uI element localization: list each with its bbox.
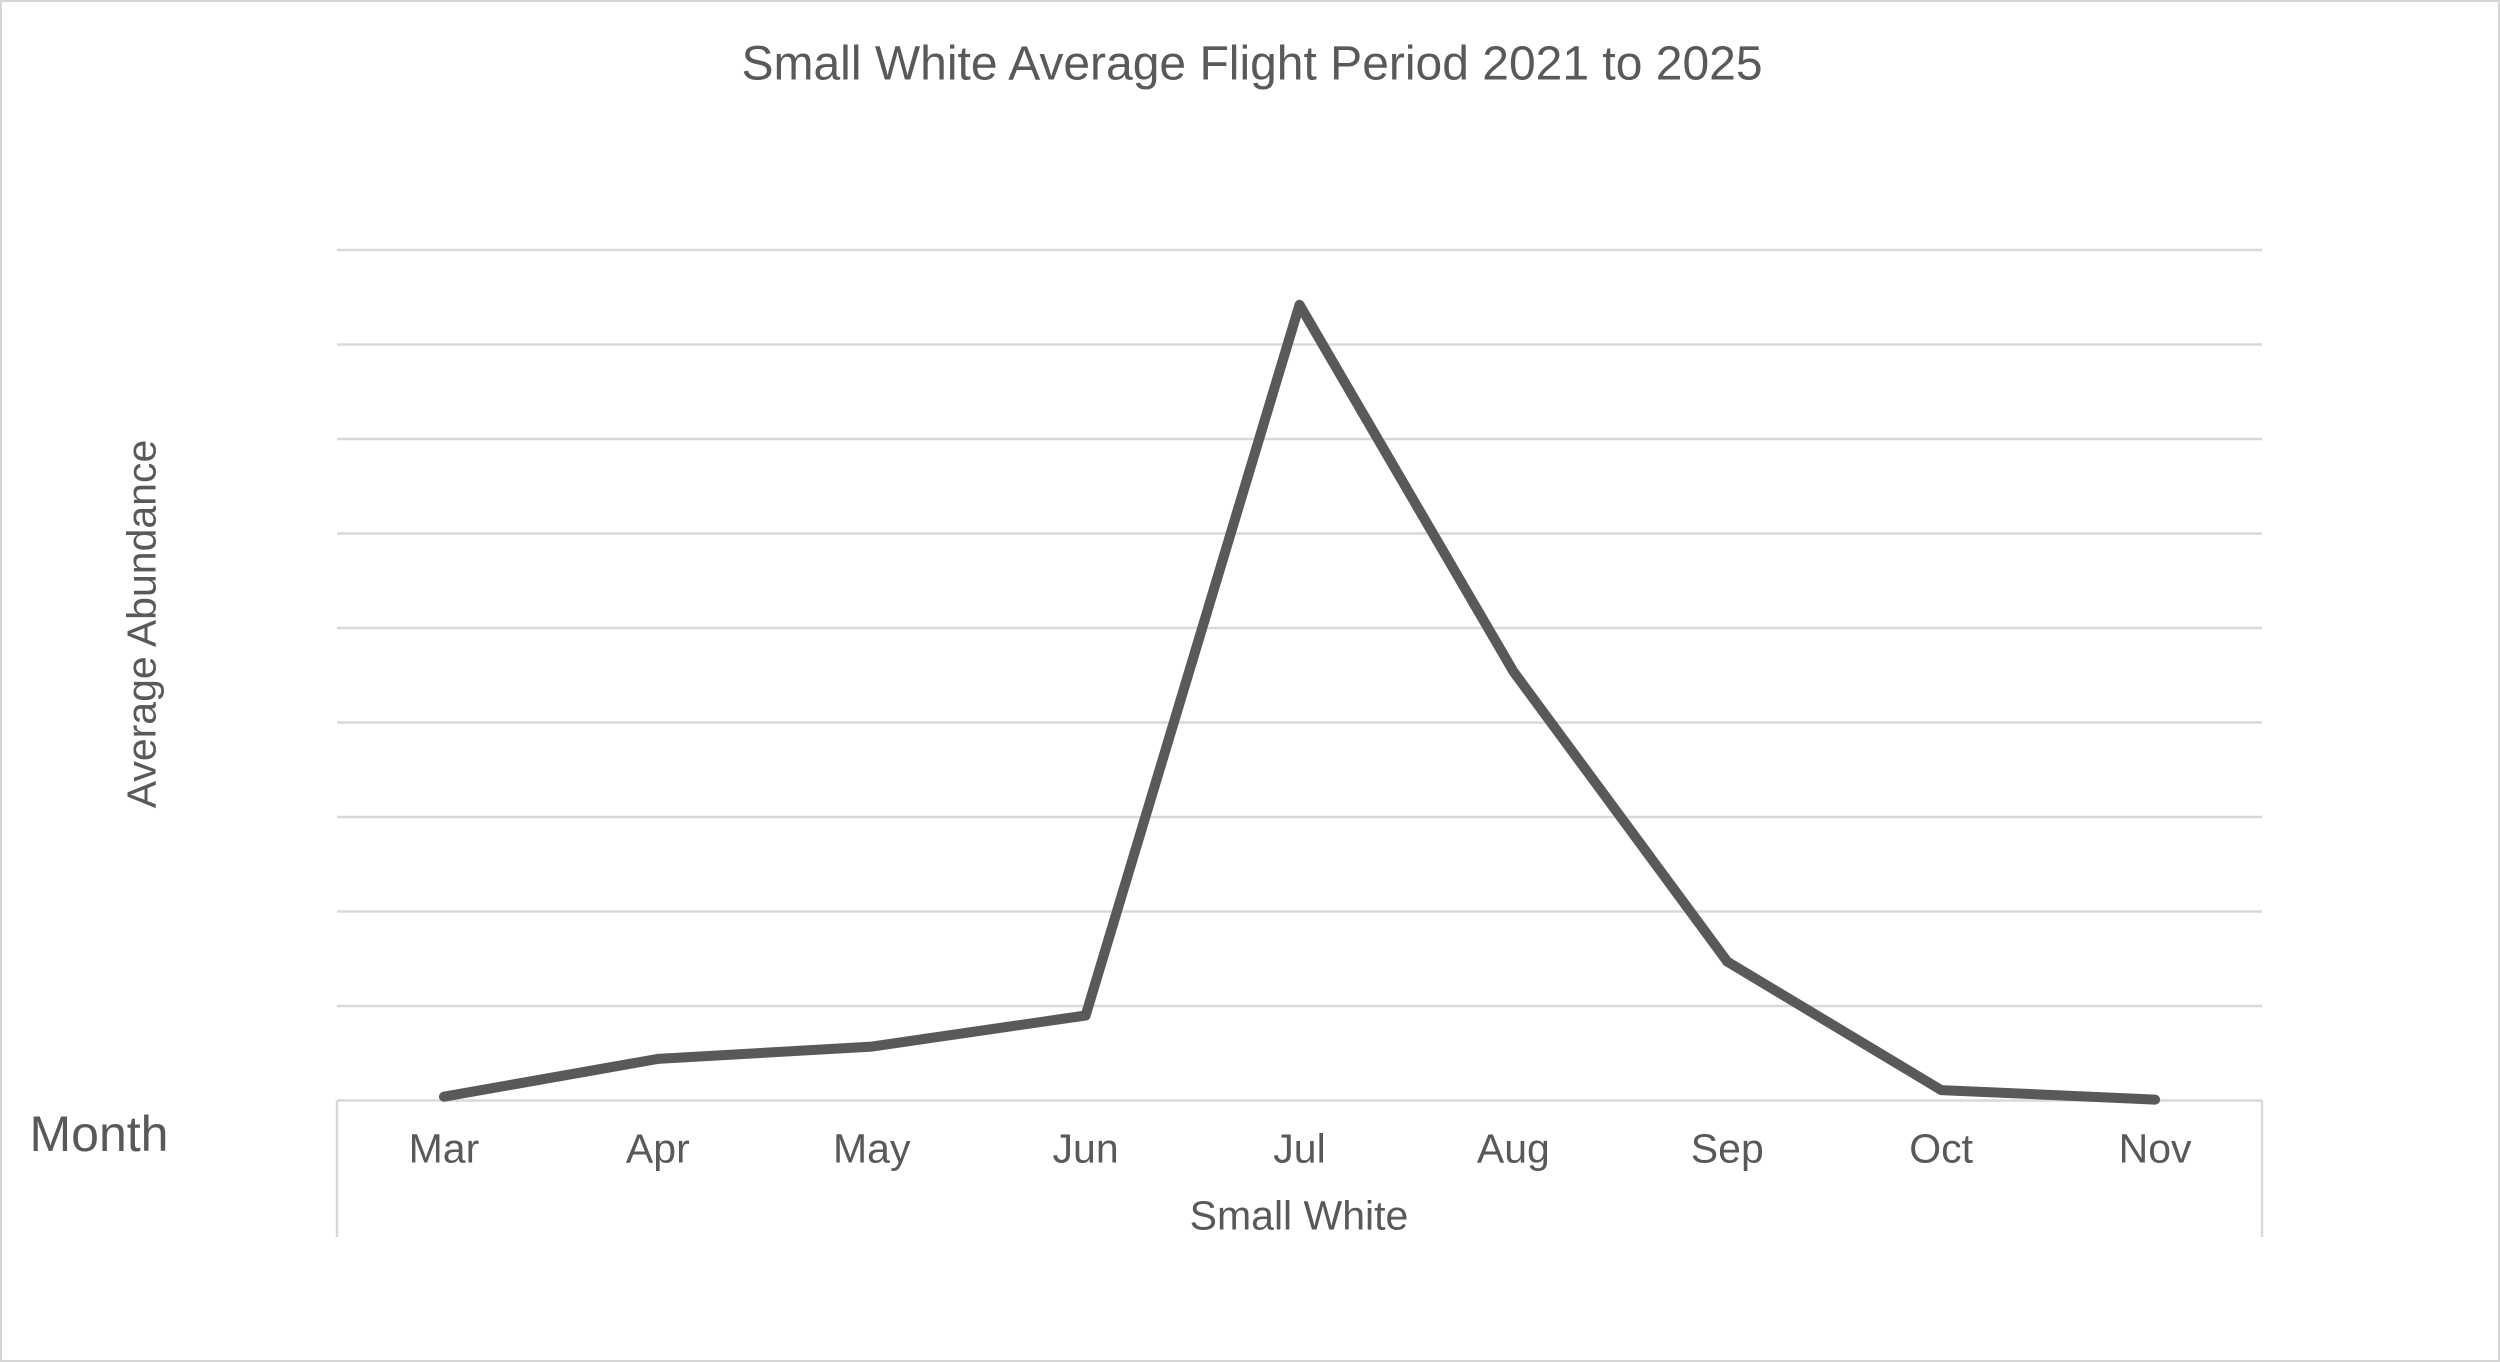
x-axis-title: Month [29, 1106, 169, 1162]
x-axis-tick-label: Oct [1909, 1125, 1974, 1172]
series-line-small-white [438, 299, 2161, 1105]
x-axis-tick-label: Jun [1052, 1125, 1119, 1172]
chart-title: Small White Average Flight Period 2021 t… [741, 37, 1763, 91]
x-axis-tick-label: Sep [1690, 1125, 1764, 1172]
x-axis-tick-label: Nov [2118, 1125, 2192, 1172]
x-axis-tick-label: Apr [625, 1125, 690, 1172]
x-axis-tick-label: Jul [1273, 1125, 1326, 1172]
x-axis-tick-label: Aug [1476, 1125, 1550, 1172]
x-axis-tick-label: May [832, 1125, 911, 1172]
x-axis-tick-label: Mar [408, 1125, 480, 1172]
x-axis-group-label: Small White [1189, 1192, 1409, 1239]
y-axis-title: Average Abundance [118, 439, 165, 809]
